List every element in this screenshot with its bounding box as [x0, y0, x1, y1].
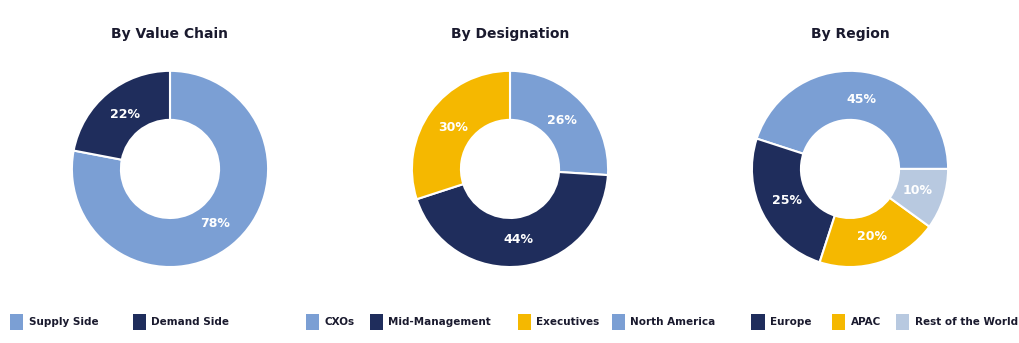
Text: 45%: 45% [845, 93, 875, 106]
FancyBboxPatch shape [10, 314, 23, 330]
FancyBboxPatch shape [370, 314, 383, 330]
Text: Executives: Executives [536, 317, 599, 327]
FancyBboxPatch shape [896, 314, 909, 330]
Wedge shape [417, 172, 607, 267]
Text: Rest of the World: Rest of the World [914, 317, 1017, 327]
Text: 44%: 44% [503, 233, 533, 246]
FancyBboxPatch shape [518, 314, 531, 330]
Text: 10%: 10% [901, 184, 931, 197]
Text: Demand Side: Demand Side [151, 317, 229, 327]
Wedge shape [819, 198, 928, 267]
Title: By Designation: By Designation [450, 27, 569, 41]
FancyBboxPatch shape [751, 314, 764, 330]
Text: 25%: 25% [771, 194, 801, 208]
FancyBboxPatch shape [832, 314, 845, 330]
Text: 30%: 30% [437, 121, 468, 134]
Wedge shape [73, 71, 170, 160]
Text: 20%: 20% [856, 229, 886, 243]
Title: By Value Chain: By Value Chain [111, 27, 228, 41]
FancyBboxPatch shape [132, 314, 146, 330]
Text: 22%: 22% [110, 108, 140, 121]
FancyBboxPatch shape [611, 314, 625, 330]
Text: APAC: APAC [850, 317, 879, 327]
Text: 26%: 26% [546, 114, 576, 127]
Text: Supply Side: Supply Side [29, 317, 98, 327]
Wedge shape [71, 71, 268, 267]
Text: CXOs: CXOs [324, 317, 355, 327]
Text: 78%: 78% [200, 217, 229, 230]
Text: Mid-Management: Mid-Management [388, 317, 491, 327]
Wedge shape [412, 71, 510, 199]
Text: Primary Sources: Primary Sources [433, 11, 586, 29]
Title: By Region: By Region [810, 27, 889, 41]
Text: Europe: Europe [769, 317, 810, 327]
Wedge shape [756, 71, 948, 169]
FancyBboxPatch shape [306, 314, 319, 330]
Wedge shape [751, 139, 834, 262]
Wedge shape [510, 71, 607, 175]
Wedge shape [889, 169, 948, 227]
Text: North America: North America [630, 317, 715, 327]
